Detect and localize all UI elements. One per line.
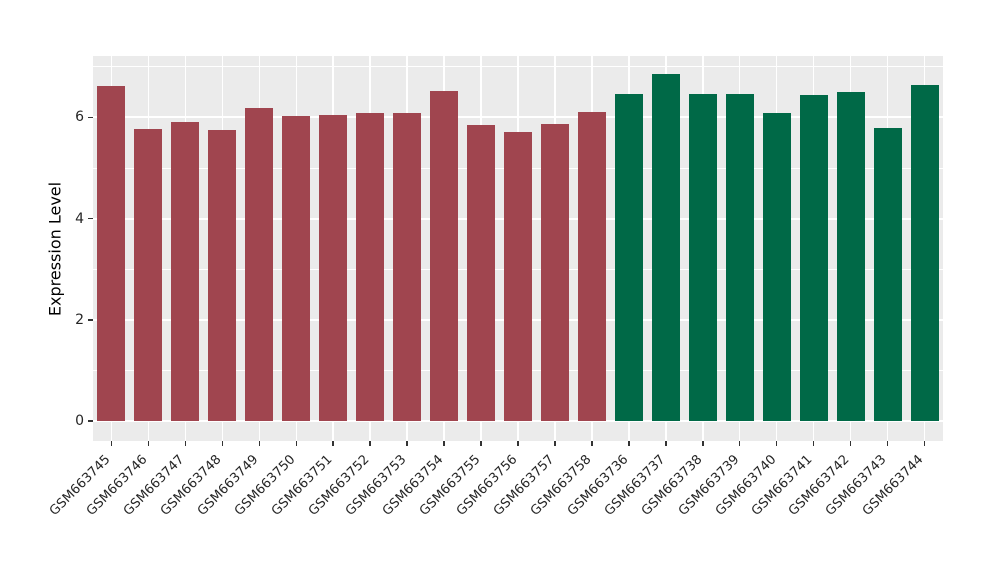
x-tick-mark-GSM663745 xyxy=(110,441,113,446)
bar-GSM663739 xyxy=(725,94,754,421)
y-axis-title: Expression Level xyxy=(45,181,65,316)
bar-GSM663746 xyxy=(134,129,163,421)
bar-GSM663758 xyxy=(577,112,606,421)
x-tick-mark-GSM663757 xyxy=(554,441,556,446)
x-tick-mark-GSM663758 xyxy=(591,441,593,446)
x-tick-mark-GSM663739 xyxy=(738,441,741,446)
bar-GSM663738 xyxy=(688,94,717,421)
x-tick-mark-GSM663743 xyxy=(886,441,889,446)
bar-GSM663754 xyxy=(430,90,459,421)
y-tick-label-2: 2 xyxy=(75,311,84,328)
x-tick-mark-GSM663756 xyxy=(517,441,519,446)
bar-GSM663740 xyxy=(762,113,791,421)
x-tick-mark-GSM663747 xyxy=(184,441,187,446)
bar-GSM663742 xyxy=(836,92,865,421)
x-tick-mark-GSM663736 xyxy=(628,441,630,446)
bar-GSM663736 xyxy=(614,94,643,421)
bar-GSM663757 xyxy=(540,124,569,421)
x-tick-mark-GSM663749 xyxy=(258,441,261,446)
y-tick-mark-6 xyxy=(88,116,93,119)
x-tick-mark-GSM663742 xyxy=(849,441,852,446)
x-tick-mark-GSM663752 xyxy=(369,441,371,446)
x-tick-mark-GSM663746 xyxy=(147,441,150,446)
x-tick-mark-GSM663754 xyxy=(443,441,445,446)
bar-GSM663751 xyxy=(319,114,348,421)
x-tick-mark-GSM663755 xyxy=(480,441,482,446)
x-tick-mark-GSM663748 xyxy=(221,441,224,446)
y-tick-mark-4 xyxy=(88,217,93,220)
x-tick-mark-GSM663738 xyxy=(702,441,704,446)
y-tick-label-4: 4 xyxy=(75,210,84,227)
bar-GSM663752 xyxy=(356,113,385,421)
x-tick-mark-GSM663744 xyxy=(923,441,926,446)
y-tick-mark-2 xyxy=(88,319,93,321)
bar-GSM663747 xyxy=(171,122,200,421)
bar-GSM663741 xyxy=(799,94,828,421)
bar-GSM663756 xyxy=(504,132,532,421)
bar-GSM663753 xyxy=(393,113,422,421)
bar-GSM663737 xyxy=(651,73,680,421)
y-tick-mark-0 xyxy=(88,420,93,422)
y-tick-label-0: 0 xyxy=(75,413,84,429)
x-tick-mark-GSM663753 xyxy=(406,441,408,446)
bar-GSM663743 xyxy=(873,128,902,421)
bar-GSM663744 xyxy=(910,85,939,421)
bar-GSM663745 xyxy=(97,86,126,421)
y-tick-label-6: 6 xyxy=(75,109,84,126)
x-tick-mark-GSM663751 xyxy=(332,441,334,446)
x-tick-mark-GSM663737 xyxy=(665,441,667,446)
bar-GSM663748 xyxy=(208,130,237,421)
bar-GSM663755 xyxy=(467,124,496,421)
bar-GSM663749 xyxy=(245,107,274,421)
x-tick-mark-GSM663740 xyxy=(775,441,778,446)
bar-GSM663750 xyxy=(282,115,311,421)
x-tick-mark-GSM663750 xyxy=(295,441,297,446)
x-tick-mark-GSM663741 xyxy=(812,441,815,446)
